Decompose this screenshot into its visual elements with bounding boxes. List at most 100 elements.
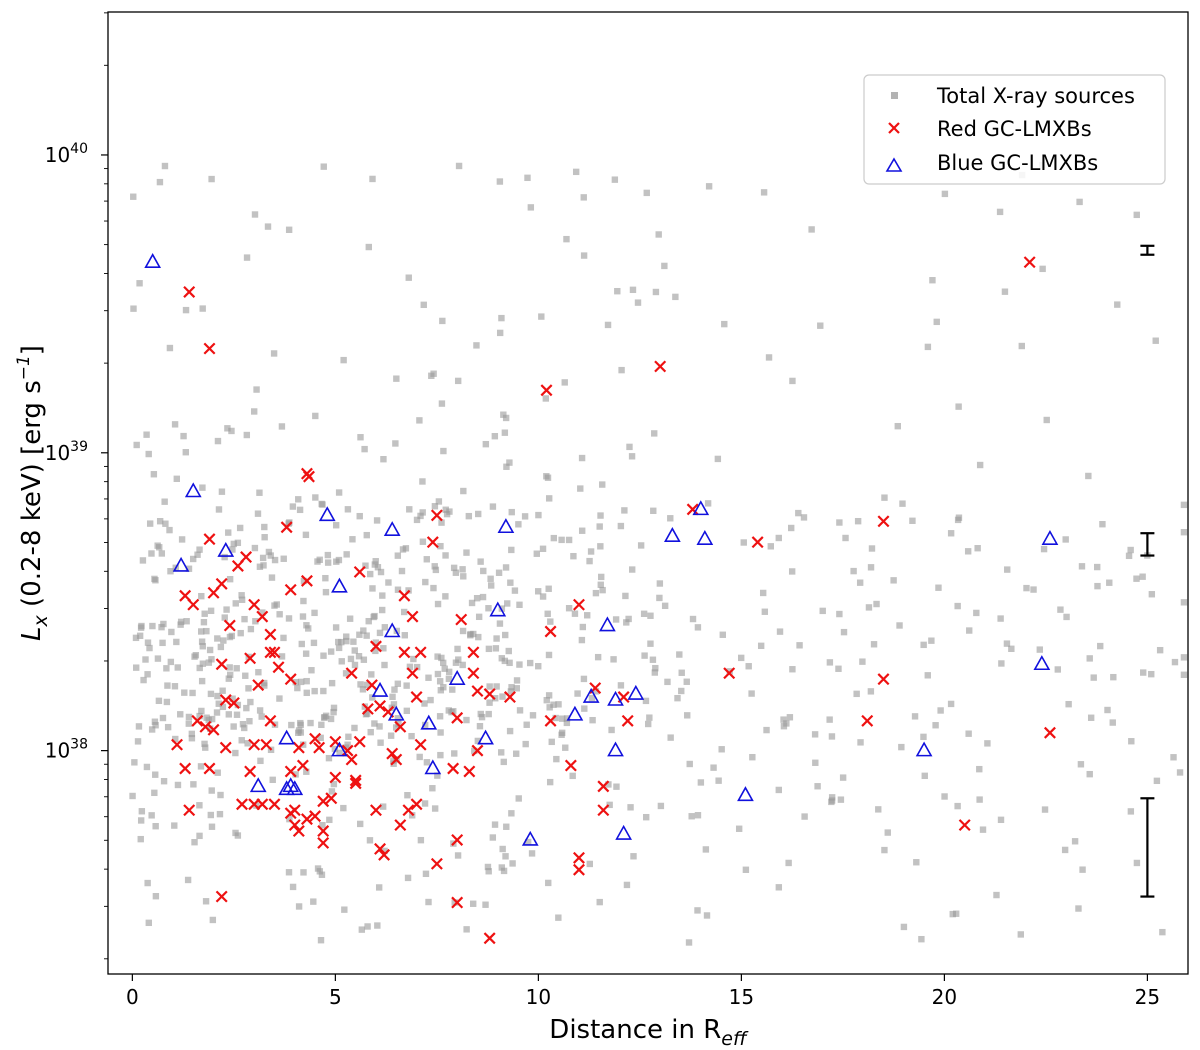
total-xray-point <box>647 612 654 619</box>
total-xray-point <box>217 643 225 651</box>
total-xray-point <box>196 832 203 840</box>
total-xray-point <box>704 500 712 507</box>
total-xray-point <box>1061 846 1069 854</box>
total-xray-point <box>932 722 939 729</box>
total-xray-point <box>589 716 596 724</box>
total-xray-point <box>403 682 410 689</box>
red-gc-lmxb-point <box>292 825 305 838</box>
total-xray-point <box>438 400 446 407</box>
total-xray-point <box>238 592 245 599</box>
total-xray-point <box>423 556 430 563</box>
total-xray-point <box>208 823 216 830</box>
total-xray-point <box>617 522 625 530</box>
total-xray-point <box>394 680 402 687</box>
blue-gc-lmxb-point <box>387 705 405 721</box>
total-xray-point <box>538 313 545 320</box>
total-xray-point <box>351 647 358 654</box>
total-xray-point <box>1017 931 1024 938</box>
total-xray-point <box>604 321 612 329</box>
total-xray-point <box>626 443 633 451</box>
total-xray-point <box>198 677 206 685</box>
total-xray-point <box>335 644 343 652</box>
total-xray-point <box>1030 586 1037 593</box>
total-xray-point <box>276 695 283 702</box>
total-xray-point <box>442 552 449 559</box>
total-xray-point <box>310 898 317 905</box>
total-xray-point <box>243 704 250 712</box>
total-xray-point <box>451 750 458 757</box>
total-xray-point <box>973 609 980 617</box>
total-xray-point <box>508 684 515 691</box>
total-xray-point <box>503 463 510 470</box>
total-xray-point <box>1043 416 1050 424</box>
total-xray-point <box>185 713 193 721</box>
total-xray-point <box>173 475 181 483</box>
total-xray-point <box>516 601 523 608</box>
total-xray-point <box>868 545 876 552</box>
blue-gc-lmxb-point <box>663 527 681 542</box>
total-xray-point <box>223 606 230 613</box>
red-gc-lmxb-point <box>374 699 387 712</box>
red-gc-lmxb-point <box>284 583 297 596</box>
total-xray-point <box>436 713 444 720</box>
total-xray-point <box>431 805 439 812</box>
total-xray-point <box>203 627 210 635</box>
error-bar <box>1140 797 1155 898</box>
total-xray-point <box>401 632 408 639</box>
total-xray-point <box>173 638 180 646</box>
total-xray-point <box>238 596 246 603</box>
total-xray-point <box>592 589 600 597</box>
total-xray-point <box>808 226 815 233</box>
total-xray-point <box>185 720 193 727</box>
total-xray-point <box>896 622 903 629</box>
total-xray-point <box>1114 301 1121 308</box>
total-xray-point <box>498 749 505 756</box>
total-xray-point <box>482 901 489 908</box>
total-xray-point <box>993 891 1000 899</box>
total-xray-point <box>224 425 231 432</box>
total-xray-point <box>676 651 683 658</box>
total-xray-point <box>322 588 330 596</box>
total-xray-point <box>232 600 239 607</box>
total-xray-point <box>320 652 327 659</box>
total-xray-point <box>597 543 604 550</box>
total-xray-point <box>230 723 237 730</box>
total-xray-point <box>319 821 326 829</box>
total-xray-point <box>1041 806 1049 813</box>
red-gc-lmxb-point <box>244 652 257 665</box>
total-xray-point <box>570 552 577 560</box>
total-xray-point <box>398 567 406 575</box>
total-xray-point <box>984 740 991 747</box>
total-xray-point <box>391 686 398 693</box>
total-xray-point <box>221 553 228 561</box>
total-xray-point <box>392 724 400 731</box>
total-xray-point <box>487 575 494 582</box>
red-gc-lmxb-point <box>483 932 496 945</box>
total-xray-point <box>307 719 314 727</box>
total-xray-point <box>775 884 783 891</box>
total-xray-point <box>485 605 492 612</box>
red-gc-lmxb-point <box>686 503 699 516</box>
total-xray-point <box>594 653 602 661</box>
total-xray-point <box>322 712 330 719</box>
total-xray-point <box>385 579 392 586</box>
total-xray-point <box>1079 866 1086 873</box>
total-xray-point <box>138 808 146 815</box>
x-tick-label: 15 <box>729 985 754 1009</box>
total-xray-point <box>404 874 412 882</box>
total-xray-point <box>368 671 375 678</box>
total-xray-point <box>229 695 236 702</box>
total-xray-point <box>158 623 165 631</box>
total-xray-point <box>954 602 961 610</box>
total-xray-point <box>174 664 181 671</box>
total-xray-point <box>705 183 713 190</box>
total-xray-point <box>221 614 228 621</box>
total-xray-point <box>148 726 156 733</box>
total-xray-point <box>159 714 167 722</box>
total-xray-point <box>496 329 504 337</box>
total-xray-point <box>148 812 155 819</box>
total-xray-point <box>459 661 466 669</box>
total-xray-point <box>413 663 421 671</box>
total-xray-point <box>640 610 648 617</box>
total-xray-point <box>369 585 376 592</box>
